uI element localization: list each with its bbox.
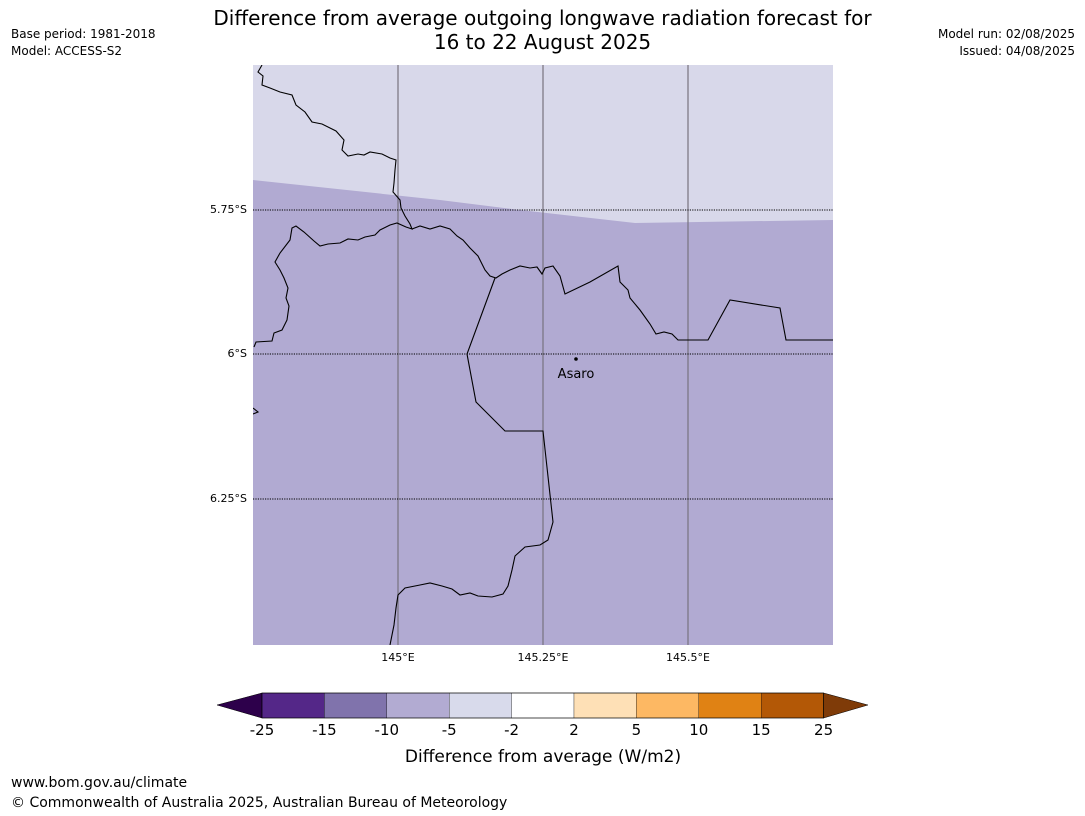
colorbar-extend-high xyxy=(823,692,869,719)
model-name: Model: ACCESS-S2 xyxy=(11,44,123,58)
colorbar-segment xyxy=(573,692,637,719)
colorbar-tick-label: 5 xyxy=(632,721,642,739)
colorbar-tick-label: 2 xyxy=(569,721,579,739)
colorbar-tick-label: 10 xyxy=(689,721,708,739)
colorbar-label: Difference from average (W/m2) xyxy=(405,747,681,767)
colorbar-outline xyxy=(261,692,824,719)
colorbar: -25 -15 -10 -5 -2 2 5 10 15 25 xyxy=(216,692,869,739)
base-period: Base period: 1981-2018 xyxy=(11,27,156,41)
colorbar-segment xyxy=(636,692,699,719)
title-line-1: Difference from average outgoing longwav… xyxy=(213,6,872,30)
colorbar-tick-label: 25 xyxy=(814,721,833,739)
title-line-2: 16 to 22 August 2025 xyxy=(433,30,652,54)
forecast-map: Asaro 5.75°S 6°S 6.25°S 145°E 145.25°E 1… xyxy=(210,65,869,767)
colorbar-tick-label: 15 xyxy=(752,721,771,739)
asaro-label: Asaro xyxy=(558,367,595,382)
run-info: Model run: 02/08/2025 Issued: 04/08/2025 xyxy=(938,26,1075,60)
colorbar-tick-label: -5 xyxy=(442,721,457,739)
model-run: Model run: 02/08/2025 xyxy=(937,27,1075,41)
asaro-marker xyxy=(574,357,578,361)
copyright-notice: © Commonwealth of Australia 2025, Austra… xyxy=(11,795,508,811)
lon-label-145-25: 145.25°E xyxy=(518,651,569,664)
issued-date: Issued: 04/08/2025 xyxy=(959,44,1075,58)
colorbar-segment xyxy=(698,692,762,719)
colorbar-extend-low xyxy=(216,692,263,719)
colorbar-tick-label: -15 xyxy=(312,721,337,739)
colorbar-segment xyxy=(449,692,512,719)
colorbar-tick-label: -10 xyxy=(375,721,400,739)
lat-label-5-75: 5.75°S xyxy=(210,203,247,216)
district-boundary xyxy=(389,277,554,645)
colorbar-tick-label: -25 xyxy=(250,721,275,739)
colorbar-segment xyxy=(386,692,450,719)
map-title: Difference from average outgoing longwav… xyxy=(0,6,1085,54)
lat-label-6: 6°S xyxy=(228,347,247,360)
lat-label-6-25: 6.25°S xyxy=(210,492,247,505)
lon-label-145-5: 145.5°E xyxy=(666,651,710,664)
colorbar-tick-label: -2 xyxy=(504,721,519,739)
colorbar-segment xyxy=(261,692,325,719)
colorbar-segment xyxy=(761,692,824,719)
website-link[interactable]: www.bom.gov.au/climate xyxy=(11,775,188,791)
coast-fragment xyxy=(253,407,260,415)
province-boundary-2 xyxy=(411,225,833,341)
colorbar-segment xyxy=(511,692,575,719)
model-info: Base period: 1981-2018 Model: ACCESS-S2 xyxy=(11,26,156,60)
colorbar-segment xyxy=(324,692,387,719)
lon-label-145: 145°E xyxy=(381,651,414,664)
